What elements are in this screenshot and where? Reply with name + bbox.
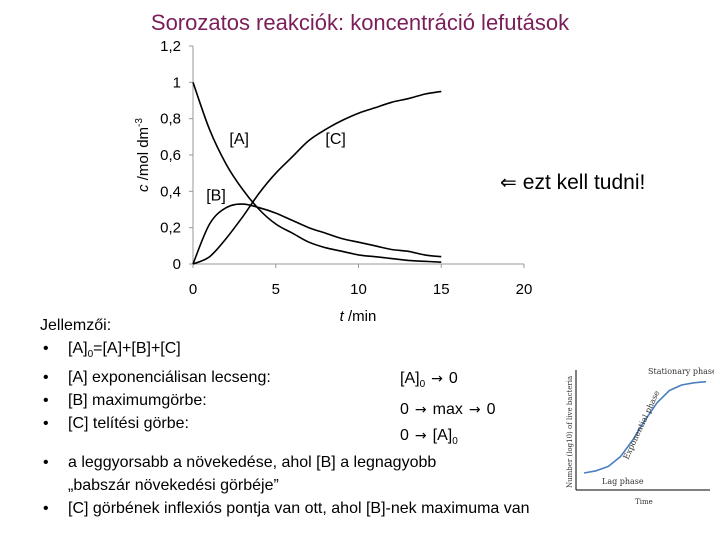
x-axis-label: t /min [340, 308, 377, 325]
page-title: Sorozatos reakciók: koncentráció lefutás… [150, 10, 570, 35]
y-tick-label: 1,2 [160, 38, 181, 55]
right-arrow-icon: → [431, 371, 443, 387]
x-tick-label: 10 [350, 281, 367, 298]
y-tick-label: 1 [173, 74, 181, 91]
b-limit: 0 → max → 0 [400, 401, 496, 419]
right-arrow-icon: → [468, 402, 481, 419]
list-item: • [A] exponenciálisan lecseng: [40, 366, 530, 389]
inset-y-label: Number (log10) of live bacteria [566, 376, 574, 488]
c-limit: 0 → [A]0 [400, 427, 458, 448]
series-label: [C] [325, 131, 345, 148]
sum-suffix: =[A]+[B]+[C] [93, 340, 181, 357]
left-double-arrow-icon: ⇐ [500, 170, 517, 194]
sum-sub: 0 [87, 349, 94, 361]
list-item: • [A]0=[A]+[B]+[C] [40, 337, 530, 366]
exponential-phase-label: Exponential phase [622, 389, 662, 461]
x-tick-label: 20 [516, 281, 533, 298]
x-tick-label: 5 [272, 281, 280, 298]
series-label: [A] [229, 131, 249, 148]
note-line: a leggyorsabb a növekedése, ahol [B] a l… [68, 454, 437, 472]
series-line [192, 90, 442, 265]
right-arrow-icon: → [414, 428, 427, 445]
list-item: • [B] maximumgörbe: [40, 389, 530, 412]
item-label: [A] exponenciálisan lecseng: [68, 369, 271, 387]
y-tick-label: 0,2 [160, 220, 181, 237]
y-tick-label: 0 [173, 256, 181, 273]
series-label: [B] [206, 187, 226, 204]
properties-heading: Jellemzői: [40, 317, 112, 334]
note: ⇐ ezt kell tudni! [500, 170, 645, 195]
x-tick-label: 0 [189, 281, 197, 298]
bullet: • [43, 369, 49, 387]
series-line [192, 203, 442, 265]
bullet: • [43, 454, 49, 472]
right-arrow-icon: → [414, 402, 427, 419]
inset-x-label: Time [635, 498, 653, 506]
note-line: „babszár növekedési görbéje” [68, 477, 279, 495]
a-limit: [A]0 → 0 [400, 370, 458, 391]
y-axis-label: c /mol dm-3 [134, 118, 152, 192]
bullet: • [43, 500, 49, 518]
x-tick-label: 15 [433, 281, 450, 298]
list-item: • a leggyorsabb a növekedése, ahol [B] a … [40, 451, 530, 497]
list-item: • [C] görbének inflexiós pontja van ott, … [40, 497, 530, 520]
list-item: • [C] telítési görbe: [40, 412, 530, 435]
y-tick-label: 0,6 [160, 147, 181, 164]
sum-prefix: [A] [68, 340, 88, 357]
item-label: [C] telítési görbe: [68, 415, 189, 433]
bullet: • [43, 415, 49, 433]
bacterial-growth-chart: Number (log10) of live bacteria Time Stati… [566, 367, 714, 506]
note-text: ezt kell tudni! [522, 171, 646, 194]
bullet: • [43, 340, 49, 357]
concentration-chart: 0 0,2 0,4 0,6 0,8 1 1,2 0 5 10 15 20 t /min c /mol dm… [134, 38, 533, 325]
note-line: [C] görbének inflexiós pontja van ott, a… [68, 500, 530, 518]
limits-column: [A]0 → 0 0 → max → 0 0 → [A]0 [400, 366, 496, 454]
lag-phase-label: Lag phase [602, 477, 644, 486]
y-tick-label: 0,8 [160, 111, 181, 128]
y-tick-label: 0,4 [160, 183, 181, 200]
series-line [192, 82, 442, 263]
growth-curve [583, 380, 707, 474]
properties-list: Jellemzői: • [A]0=[A]+[B]+[C] • [A] expone… [40, 314, 530, 520]
stationary-phase-label: Stationary phase [648, 367, 714, 376]
item-label: [B] maximumgörbe: [68, 392, 207, 410]
bullet: • [43, 392, 49, 410]
